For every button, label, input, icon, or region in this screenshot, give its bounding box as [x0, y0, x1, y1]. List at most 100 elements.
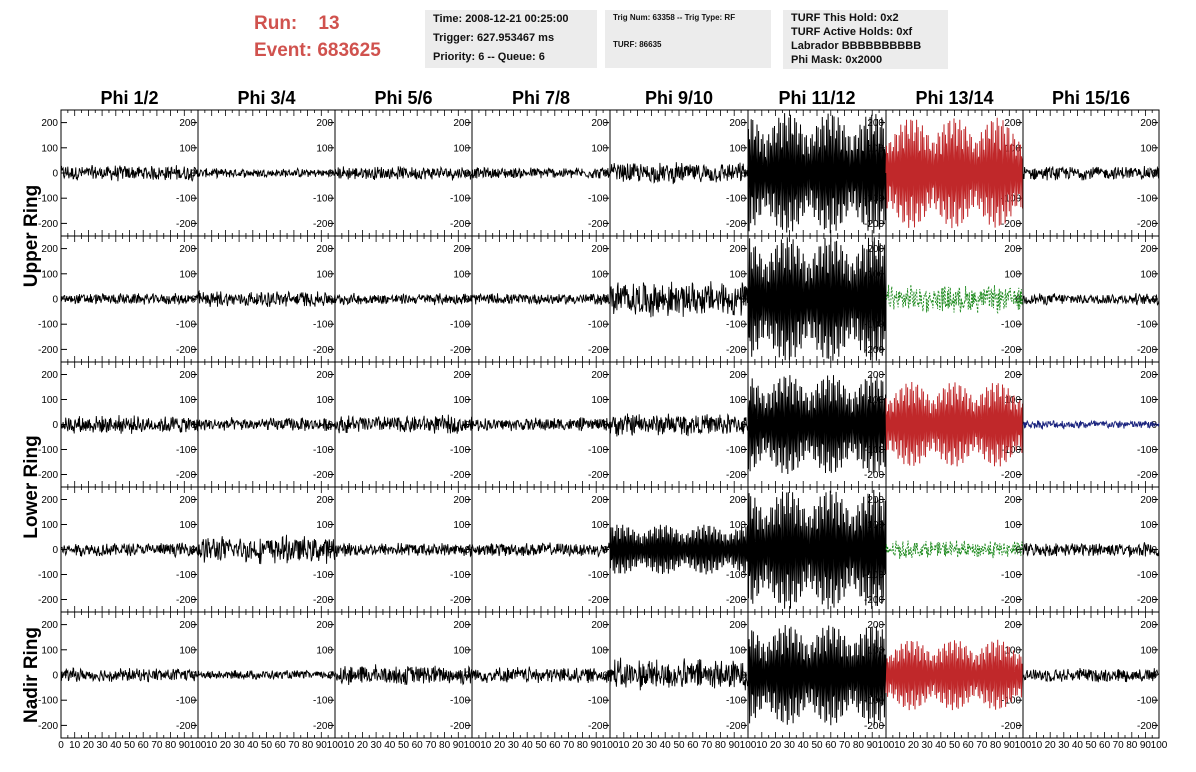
y-tick-label: 100	[453, 520, 470, 531]
y-tick-label: -100	[1137, 570, 1157, 581]
x-tick-label: 60	[963, 740, 975, 751]
y-tick-label: 100	[1004, 269, 1021, 280]
y-tick-label: 200	[591, 370, 608, 381]
x-tick-label: 10	[69, 740, 81, 751]
y-tick-label: 0	[52, 420, 58, 431]
y-tick-label: -100	[1137, 696, 1157, 707]
ring-label: Lower Ring	[21, 435, 42, 538]
waveform-trace	[471, 542, 611, 558]
y-tick-label: -200	[1001, 721, 1021, 732]
y-tick-label: -100	[313, 194, 333, 205]
x-tick-label: 50	[673, 740, 685, 751]
x-tick-label: 40	[798, 740, 810, 751]
x-tick-label: 20	[908, 740, 920, 751]
y-tick-label: -200	[450, 595, 470, 606]
time-info-box: Time: 2008-12-21 00:25:00 Trigger: 627.9…	[425, 10, 597, 68]
y-tick-label: 200	[316, 495, 333, 506]
y-tick-label: 200	[316, 620, 333, 631]
x-tick-label: 80	[165, 740, 177, 751]
waveform-trace	[197, 417, 336, 431]
y-tick-label: -100	[450, 696, 470, 707]
y-tick-label: 100	[1004, 645, 1021, 656]
waveform-trace	[747, 113, 887, 234]
y-tick-label: -100	[38, 570, 58, 581]
waveform-trace	[885, 639, 1024, 711]
x-tick-label: 90	[453, 740, 465, 751]
x-tick-label: 60	[1099, 740, 1111, 751]
turf-info-box: TURF This Hold: 0x2 TURF Active Holds: 0…	[783, 10, 948, 69]
y-tick-label: 200	[867, 620, 884, 631]
y-tick-label: -200	[450, 470, 470, 481]
y-tick-label: 200	[591, 244, 608, 255]
x-tick-label: 30	[784, 740, 796, 751]
y-tick-label: 200	[453, 620, 470, 631]
x-tick-label: 40	[522, 740, 534, 751]
y-tick-label: -100	[450, 570, 470, 581]
run-value: 13	[318, 13, 340, 34]
y-tick-label: 200	[1140, 495, 1157, 506]
y-tick-label: -100	[726, 320, 746, 331]
y-tick-label: 200	[729, 118, 746, 129]
x-tick-label: 10	[206, 740, 218, 751]
y-tick-label: -100	[313, 696, 333, 707]
y-tick-label: -200	[726, 345, 746, 356]
y-tick-label: 100	[179, 645, 196, 656]
y-tick-label: 200	[729, 620, 746, 631]
y-tick-label: 100	[179, 395, 196, 406]
x-tick-label: 40	[110, 740, 122, 751]
y-tick-label: -100	[726, 445, 746, 456]
y-tick-label: -100	[38, 194, 58, 205]
y-tick-label: 100	[179, 520, 196, 531]
y-tick-label: -100	[588, 320, 608, 331]
y-tick-label: 200	[453, 244, 470, 255]
y-tick-label: -100	[588, 194, 608, 205]
column-header: Phi 13/14	[915, 88, 993, 108]
y-tick-label: 200	[1004, 495, 1021, 506]
x-tick-label: 70	[151, 740, 163, 751]
y-tick-label: -100	[176, 696, 196, 707]
y-tick-label: 0	[52, 295, 58, 306]
time-text: Time: 2008-12-21 00:25:00	[433, 13, 569, 25]
y-tick-label: 200	[316, 118, 333, 129]
y-tick-label: -200	[1001, 345, 1021, 356]
y-tick-label: -100	[176, 194, 196, 205]
x-tick-label: 90	[867, 740, 879, 751]
y-tick-label: -200	[588, 219, 608, 230]
y-tick-label: -200	[38, 345, 58, 356]
y-tick-label: 200	[591, 118, 608, 129]
y-tick-label: -200	[313, 219, 333, 230]
x-tick-label: 30	[97, 740, 109, 751]
y-tick-label: -200	[864, 470, 884, 481]
y-tick-label: 0	[740, 169, 746, 180]
y-tick-label: 100	[1004, 520, 1021, 531]
y-tick-label: 100	[316, 520, 333, 531]
y-tick-label: 100	[729, 645, 746, 656]
waveform-trace	[609, 162, 749, 185]
y-tick-label: -200	[1001, 470, 1021, 481]
y-tick-label: -100	[38, 320, 58, 331]
panel-frame	[885, 486, 1024, 613]
priority-text: Priority: 6 -- Queue: 6	[433, 51, 545, 63]
panel-frame	[60, 235, 199, 363]
waveform-trace	[747, 624, 887, 726]
waveform-trace	[60, 293, 199, 306]
x-tick-label: 100	[464, 740, 481, 751]
waveform-trace	[471, 292, 611, 306]
column-header: Phi 15/16	[1052, 88, 1130, 108]
y-tick-label: 0	[740, 420, 746, 431]
y-tick-label: -100	[726, 570, 746, 581]
x-tick-label: 10	[343, 740, 355, 751]
y-tick-label: -100	[726, 194, 746, 205]
labrador-text: Labrador BBBBBBBBBB	[791, 40, 922, 52]
trigger-text: Trigger: 627.953467 ms	[433, 32, 555, 44]
x-tick-label: 30	[234, 740, 246, 751]
y-tick-label: 100	[316, 395, 333, 406]
waveform-trace	[609, 281, 749, 318]
x-tick-label: 20	[357, 740, 369, 751]
turf-text: TURF: 86635	[613, 40, 662, 49]
panel-frame	[197, 235, 336, 363]
y-tick-label: 100	[453, 269, 470, 280]
column-header: Phi 1/2	[100, 88, 158, 108]
trig-num-text: Trig Num: 63358 -- Trig Type: RF	[613, 13, 736, 22]
x-tick-label: 30	[371, 740, 383, 751]
